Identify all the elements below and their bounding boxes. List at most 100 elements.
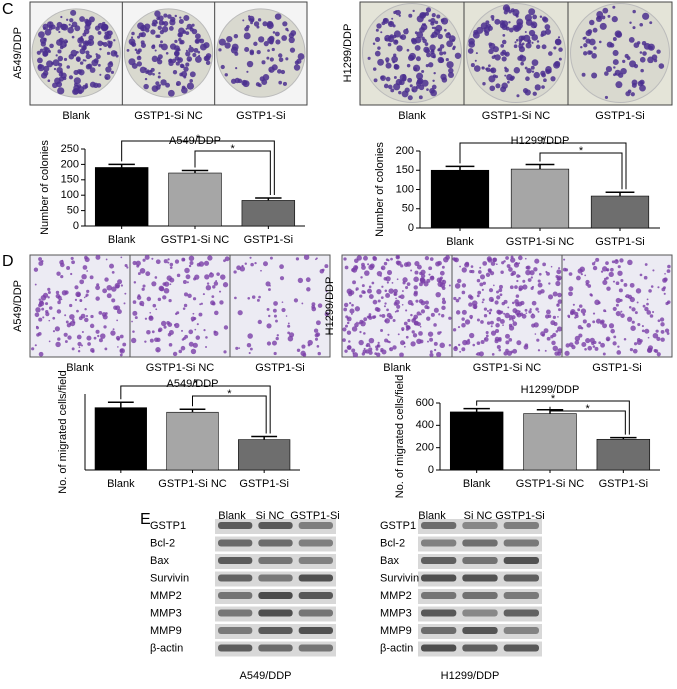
band xyxy=(258,644,293,652)
row-label: Survivin xyxy=(150,572,189,584)
cell xyxy=(554,351,559,356)
colony xyxy=(57,49,62,54)
cell xyxy=(220,274,226,280)
cell xyxy=(144,340,147,343)
colony xyxy=(275,39,281,45)
colony xyxy=(43,46,48,52)
column-label: Si NC xyxy=(464,510,493,522)
cell xyxy=(135,260,141,266)
bracket xyxy=(120,385,271,434)
bar xyxy=(430,169,490,229)
cell xyxy=(403,345,406,348)
cell xyxy=(459,265,462,268)
cell xyxy=(181,338,185,341)
cell xyxy=(592,320,596,324)
cell xyxy=(77,349,81,353)
cell xyxy=(74,298,78,301)
cell xyxy=(214,310,219,316)
cell xyxy=(111,298,116,303)
cell xyxy=(69,320,76,327)
cell xyxy=(454,283,461,289)
x-tick-label: GSTP1-Si NC xyxy=(506,236,575,248)
band xyxy=(258,627,293,634)
cell xyxy=(656,352,661,357)
cell xyxy=(611,260,615,264)
colony xyxy=(243,32,251,40)
cell xyxy=(400,340,405,346)
colony xyxy=(541,44,547,50)
colony xyxy=(110,50,118,57)
cell xyxy=(479,266,482,269)
cell xyxy=(521,313,527,319)
colony xyxy=(531,59,539,66)
cell xyxy=(472,343,476,347)
colony xyxy=(377,58,384,66)
y-tick-label: 0 xyxy=(428,464,434,476)
cell xyxy=(511,301,515,305)
colony xyxy=(429,87,435,94)
cell xyxy=(602,352,606,356)
column-label: Si NC xyxy=(256,510,285,522)
colony xyxy=(442,51,447,55)
cell xyxy=(91,349,95,353)
cell xyxy=(224,256,230,262)
colony xyxy=(612,5,616,9)
cell xyxy=(615,259,618,262)
colony xyxy=(484,31,490,36)
cell xyxy=(617,265,621,269)
colony xyxy=(413,64,421,72)
colony xyxy=(547,69,552,74)
cell xyxy=(287,322,290,325)
colony xyxy=(205,53,212,59)
colony xyxy=(267,36,275,44)
cell xyxy=(48,306,53,310)
cell xyxy=(661,287,666,292)
cell xyxy=(151,281,157,287)
colony xyxy=(480,22,488,30)
colony xyxy=(531,23,535,26)
cell xyxy=(429,352,434,358)
cell xyxy=(461,309,467,315)
colony xyxy=(583,51,588,56)
colony xyxy=(38,31,45,38)
cell xyxy=(489,320,494,325)
colony xyxy=(136,55,142,61)
cell xyxy=(33,267,39,272)
colony xyxy=(629,21,632,24)
cell xyxy=(346,345,352,351)
cell xyxy=(101,312,107,317)
y-tick-label: 100 xyxy=(396,183,414,195)
cell xyxy=(418,331,423,336)
cell xyxy=(206,282,210,285)
cell xyxy=(555,330,559,333)
cell xyxy=(533,267,538,272)
cell xyxy=(503,351,508,356)
colony xyxy=(85,50,90,55)
colony xyxy=(106,30,110,34)
colony xyxy=(185,49,188,52)
cell xyxy=(385,276,391,282)
cell xyxy=(342,338,346,342)
cell xyxy=(644,328,650,334)
cell xyxy=(132,310,138,316)
cell xyxy=(557,292,562,298)
band xyxy=(218,574,253,582)
band xyxy=(258,539,293,547)
colony xyxy=(491,55,496,60)
band xyxy=(298,592,333,599)
colony xyxy=(541,85,545,89)
cell xyxy=(60,262,65,268)
cell xyxy=(520,300,525,306)
colony xyxy=(278,80,283,85)
colony xyxy=(290,30,297,36)
colony xyxy=(641,40,647,46)
row-label: MMP9 xyxy=(380,625,412,637)
colony xyxy=(160,79,167,86)
cell xyxy=(420,309,426,314)
cell xyxy=(641,329,645,333)
cell xyxy=(505,256,509,260)
colony xyxy=(524,66,528,70)
band xyxy=(258,609,293,617)
y-axis-label: Number of colonies xyxy=(39,140,51,235)
cell xyxy=(499,293,503,297)
